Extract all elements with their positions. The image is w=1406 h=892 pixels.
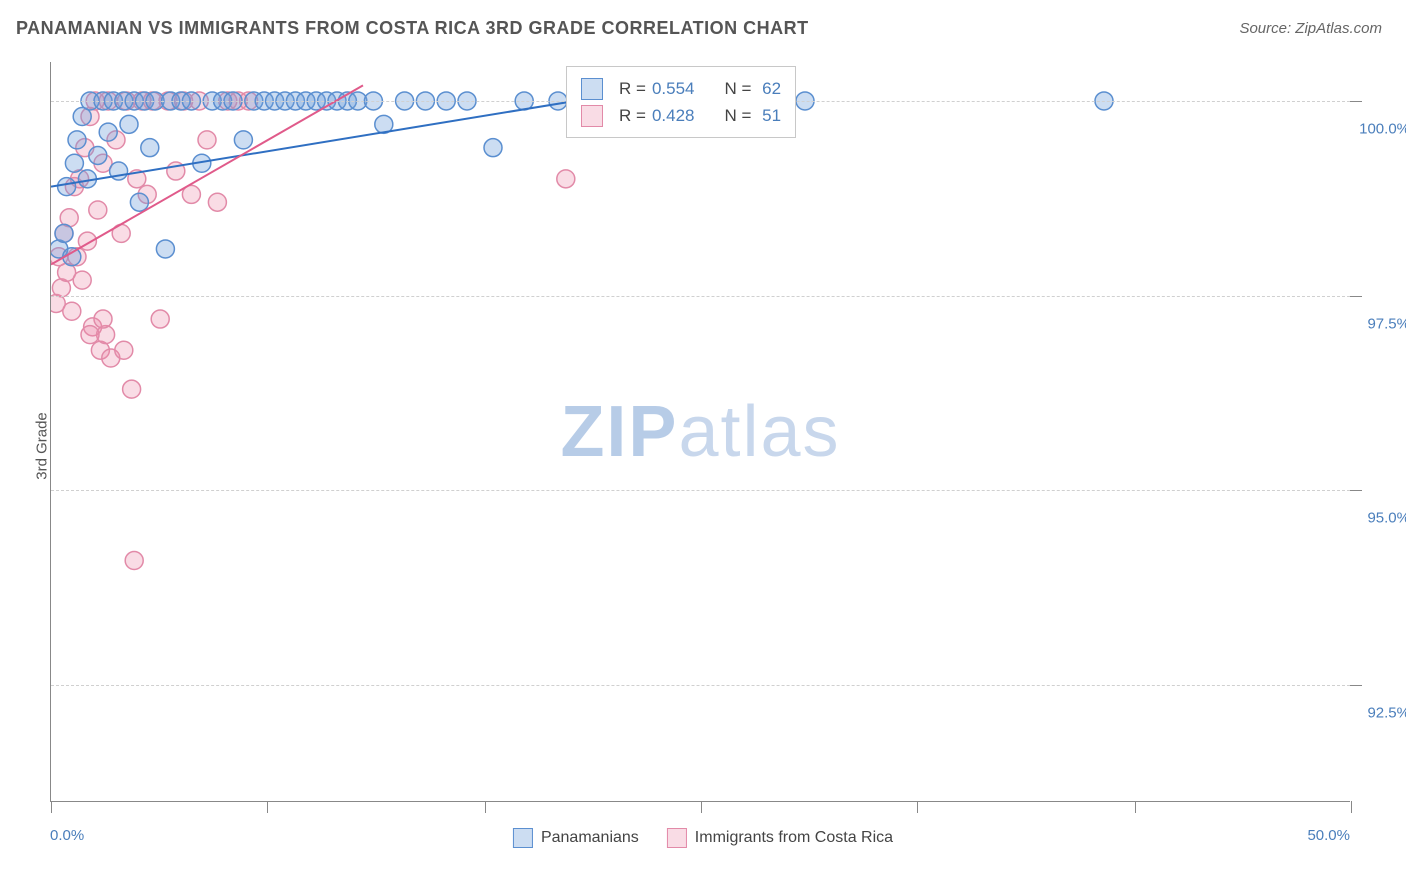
x-tick-mark (1351, 801, 1352, 813)
stats-r-label: R = (619, 75, 646, 102)
data-point-panamanians (120, 115, 138, 133)
legend-label: Immigrants from Costa Rica (695, 829, 893, 847)
data-point-panamanians (234, 131, 252, 149)
data-point-immigrants (63, 302, 81, 320)
legend-label: Panamanians (541, 829, 639, 847)
x-tick-mark (485, 801, 486, 813)
x-tick-mark (1135, 801, 1136, 813)
stats-swatch (581, 78, 603, 100)
stats-row: R = 0.428 N = 51 (581, 102, 781, 129)
stats-n-value: 62 (757, 75, 781, 102)
x-tick-mark (51, 801, 52, 813)
data-point-panamanians (65, 154, 83, 172)
data-point-panamanians (58, 178, 76, 196)
data-point-immigrants (151, 310, 169, 328)
x-tick-min: 0.0% (50, 827, 84, 844)
data-point-immigrants (115, 341, 133, 359)
stats-box: R = 0.554 N = 62 R = 0.428 N = 51 (566, 66, 796, 138)
data-point-immigrants (557, 170, 575, 188)
data-point-panamanians (141, 139, 159, 157)
chart-svg (51, 62, 1351, 802)
data-point-immigrants (123, 380, 141, 398)
y-tick-mark (1350, 296, 1362, 297)
data-point-immigrants (81, 326, 99, 344)
legend-item: Panamanians (513, 828, 639, 848)
stats-row: R = 0.554 N = 62 (581, 75, 781, 102)
x-tick-mark (917, 801, 918, 813)
y-tick-label: 92.5% (1367, 705, 1406, 722)
y-tick-mark (1350, 490, 1362, 491)
y-tick-mark (1350, 685, 1362, 686)
y-tick-label: 100.0% (1359, 120, 1406, 137)
data-point-immigrants (73, 271, 91, 289)
y-tick-label: 95.0% (1367, 510, 1406, 527)
data-point-immigrants (89, 201, 107, 219)
data-point-immigrants (198, 131, 216, 149)
gridline-h (51, 296, 1350, 297)
source-label: Source: ZipAtlas.com (1239, 20, 1382, 37)
data-point-immigrants (208, 193, 226, 211)
data-point-panamanians (99, 123, 117, 141)
data-point-panamanians (89, 146, 107, 164)
stats-swatch (581, 105, 603, 127)
legend-swatch (667, 828, 687, 848)
x-tick-mark (267, 801, 268, 813)
data-point-panamanians (55, 224, 73, 242)
y-axis-label: 3rd Grade (33, 412, 50, 480)
chart-plot-area: ZIPatlas 92.5%95.0%97.5%100.0% (50, 62, 1350, 802)
gridline-h (51, 685, 1350, 686)
data-point-panamanians (156, 240, 174, 258)
data-point-panamanians (130, 193, 148, 211)
data-point-immigrants (94, 310, 112, 328)
stats-n-value: 51 (757, 102, 781, 129)
data-point-panamanians (68, 131, 86, 149)
y-tick-label: 97.5% (1367, 315, 1406, 332)
data-point-immigrants (125, 552, 143, 570)
y-tick-mark (1350, 101, 1362, 102)
stats-r-label: R = (619, 102, 646, 129)
stats-r-value: 0.554 (652, 75, 695, 102)
stats-r-value: 0.428 (652, 102, 695, 129)
data-point-panamanians (484, 139, 502, 157)
gridline-h (51, 490, 1350, 491)
legend-item: Immigrants from Costa Rica (667, 828, 893, 848)
legend-swatch (513, 828, 533, 848)
legend-bottom: Panamanians Immigrants from Costa Rica (513, 828, 893, 848)
chart-title: PANAMANIAN VS IMMIGRANTS FROM COSTA RICA… (16, 18, 809, 39)
x-tick-mark (701, 801, 702, 813)
x-tick-max: 50.0% (1307, 827, 1350, 844)
stats-n-label: N = (724, 102, 751, 129)
stats-n-label: N = (724, 75, 751, 102)
